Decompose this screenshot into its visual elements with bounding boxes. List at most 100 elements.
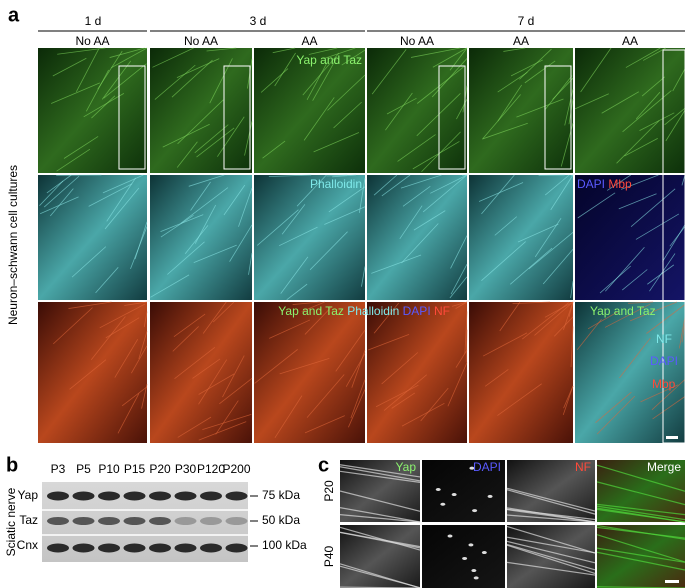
band xyxy=(200,543,222,553)
fiber xyxy=(177,416,212,438)
fiber xyxy=(83,93,125,118)
fiber xyxy=(102,174,144,194)
fiber xyxy=(596,503,685,516)
protein-label: Cnx xyxy=(17,538,38,552)
fiber xyxy=(400,174,442,189)
fiber xyxy=(172,326,199,352)
nucleus xyxy=(451,493,457,497)
fiber xyxy=(563,301,574,330)
fiber xyxy=(348,389,366,428)
fiber xyxy=(681,322,685,343)
fiber xyxy=(577,192,616,219)
fiber xyxy=(635,213,680,240)
fiber xyxy=(106,177,137,222)
fiber xyxy=(607,174,631,191)
fiber xyxy=(373,302,400,334)
fiber xyxy=(150,274,190,298)
fiber xyxy=(306,61,328,101)
channel-label: Merge xyxy=(647,460,681,474)
fiber xyxy=(499,301,521,332)
band xyxy=(174,517,197,525)
inset xyxy=(118,65,146,170)
fiber xyxy=(664,107,685,126)
fiber xyxy=(449,276,468,299)
nucleus xyxy=(481,551,487,555)
band xyxy=(225,491,248,501)
fiber xyxy=(368,333,410,351)
fiber xyxy=(339,531,421,549)
timepoint: 1 d xyxy=(85,14,102,28)
fiber xyxy=(223,184,246,216)
band xyxy=(123,491,146,501)
inset xyxy=(223,65,251,170)
fiber xyxy=(391,392,416,409)
fiber xyxy=(269,319,311,339)
lane-label: P200 xyxy=(222,462,250,476)
fiber xyxy=(587,311,618,330)
marker-label: 100 kDa xyxy=(262,538,307,552)
fiber xyxy=(544,301,574,318)
stain-label: Phalloidin xyxy=(310,177,362,191)
stain-label: Yap and Taz xyxy=(590,304,656,318)
fiber xyxy=(596,481,685,506)
fiber xyxy=(49,188,74,217)
condition-label: AA xyxy=(513,34,529,48)
fiber xyxy=(143,311,148,328)
fiber xyxy=(111,47,148,69)
fiber xyxy=(302,52,340,96)
nucleus xyxy=(462,556,468,560)
fiber xyxy=(383,374,427,411)
fiber xyxy=(351,349,366,388)
fiber xyxy=(450,264,468,295)
fiber xyxy=(339,470,421,483)
fiber xyxy=(625,47,661,68)
timepoint: 3 d xyxy=(250,14,267,28)
fiber xyxy=(517,223,559,243)
fiber xyxy=(618,193,657,210)
micrograph xyxy=(422,460,505,522)
fiber xyxy=(503,47,526,52)
fiber xyxy=(596,395,636,435)
fiber xyxy=(278,226,318,247)
fiber xyxy=(280,256,309,294)
fiber xyxy=(184,225,209,255)
fiber xyxy=(432,47,468,68)
fiber xyxy=(198,359,228,405)
fiber xyxy=(506,536,596,554)
fiber xyxy=(482,122,528,140)
nucleus xyxy=(487,494,493,498)
fiber xyxy=(412,141,460,170)
nucleus xyxy=(472,509,478,513)
fiber xyxy=(114,339,139,378)
stain-label: Mbp xyxy=(608,177,632,191)
fiber xyxy=(332,174,357,178)
fiber xyxy=(596,551,685,571)
fiber xyxy=(497,84,523,122)
fiber xyxy=(619,337,651,379)
marker-label: 75 kDa xyxy=(262,488,300,502)
stain-label: NF xyxy=(656,332,672,346)
nucleus xyxy=(468,543,474,547)
band xyxy=(72,517,95,525)
fiber xyxy=(103,63,147,99)
channel-label: NF xyxy=(575,460,591,474)
stain-label: DAPI xyxy=(650,354,678,368)
fiber xyxy=(672,68,685,92)
nucleus xyxy=(469,466,475,470)
fiber xyxy=(262,140,286,159)
fiber xyxy=(580,47,612,93)
fiber xyxy=(481,241,526,281)
micrograph xyxy=(254,48,365,173)
micrograph xyxy=(38,48,147,173)
fiber xyxy=(198,421,247,441)
band xyxy=(225,543,248,553)
fiber xyxy=(56,148,91,172)
fiber xyxy=(506,487,596,512)
nucleus xyxy=(440,502,446,506)
condition-label: No AA xyxy=(400,34,434,48)
fiber xyxy=(358,177,366,214)
nucleus xyxy=(447,534,453,538)
protein-label: Taz xyxy=(19,513,38,527)
fiber xyxy=(620,174,659,190)
y-axis-label: Neuron–schwann cell cultures xyxy=(6,165,20,325)
